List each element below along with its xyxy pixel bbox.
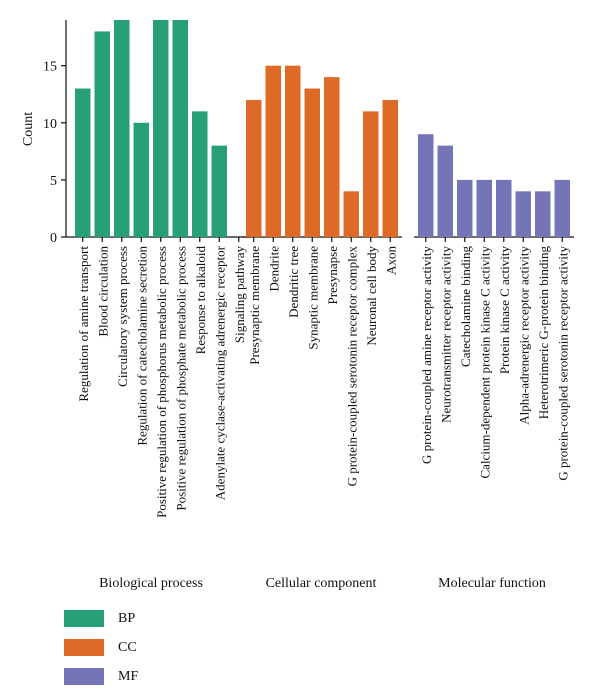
- legend-item-bp: BP: [64, 610, 204, 634]
- x-tick-label: Calcium-dependent protein kinase C activ…: [477, 246, 492, 479]
- x-tick-label: Presynapse: [325, 246, 340, 305]
- bar: [265, 65, 281, 238]
- bar: [515, 191, 531, 237]
- x-tick-label: Dendrite: [266, 246, 281, 292]
- bar: [382, 99, 398, 238]
- y-tick-label: 5: [50, 174, 57, 189]
- bar: [153, 20, 169, 237]
- x-tick-label: Alpha-adrenergic receptor activity: [516, 246, 531, 425]
- bar: [324, 77, 340, 238]
- bar: [94, 31, 110, 238]
- y-tick-label: 10: [43, 117, 57, 132]
- bar: [418, 134, 434, 237]
- x-tick-label: G protein-coupled serotonin receptor com…: [344, 246, 359, 487]
- group-labels: Biological process Cellular component Mole…: [99, 576, 546, 591]
- legend-label-mf: MF: [118, 669, 139, 684]
- x-tick-labels: Regulation of amine transport Blood circu…: [76, 245, 571, 518]
- bar: [304, 88, 320, 238]
- bar: [172, 20, 188, 237]
- bar: [114, 20, 130, 237]
- x-tick-label: Dendritic tree: [286, 246, 301, 318]
- bar: [535, 191, 551, 237]
- legend-swatch-mf: [64, 668, 104, 685]
- x-tick-label: Signaling pathway: [232, 246, 247, 344]
- legend-swatch-cc: [64, 639, 104, 656]
- x-tick-label: Positive regulation of phosphorus metabo…: [154, 246, 169, 518]
- group-label: Molecular function: [438, 576, 546, 591]
- bar: [343, 191, 359, 237]
- x-tick-label: Presynaptic membrane: [247, 246, 262, 365]
- x-tick-label: Heterotrimeric G-protein binding: [536, 246, 551, 420]
- group-label: Cellular component: [266, 576, 377, 591]
- legend-label-cc: CC: [118, 640, 137, 655]
- y-axis: 0 5 10 15: [43, 20, 67, 246]
- x-tick-label: Regulation of amine transport: [76, 246, 91, 402]
- legend-item-mf: MF: [64, 668, 204, 692]
- x-tick-label: Synaptic membrane: [305, 246, 320, 350]
- legend-label-bp: BP: [118, 611, 136, 626]
- x-tick-label: Axon: [383, 246, 398, 275]
- bar: [192, 111, 208, 237]
- bar: [437, 145, 453, 237]
- x-tick-label: G protein-coupled serotonin receptor act…: [555, 246, 570, 481]
- x-tick-label: Blood circulation: [95, 246, 110, 337]
- bar: [457, 179, 473, 237]
- y-tick-label: 15: [43, 60, 57, 75]
- bar: [75, 88, 91, 238]
- x-tick-label: Adenylate cyclase-activating adrenergic …: [212, 245, 227, 500]
- x-tick-label: Protein kinase C activity: [497, 246, 512, 375]
- x-tick-label: Neurotransmitter receptor activity: [438, 246, 453, 423]
- bar: [496, 179, 512, 237]
- legend-swatch-bp: [64, 610, 104, 627]
- x-tick-label: Circulatory system process: [115, 246, 130, 387]
- x-tick-label: G protein-coupled amine receptor activit…: [419, 246, 434, 465]
- bar: [133, 122, 149, 237]
- bars: [66, 20, 574, 242]
- bar: [476, 179, 492, 237]
- y-axis-label: Count: [21, 112, 36, 146]
- y-tick-label: 0: [50, 231, 57, 246]
- x-tick-label: Positive regulation of phosphate metabol…: [173, 246, 188, 511]
- group-label: Biological process: [99, 576, 203, 591]
- bar: [285, 65, 301, 238]
- legend-item-cc: CC: [64, 639, 204, 663]
- x-tick-label: Regulation of catecholamine secretion: [134, 246, 149, 446]
- bar: [246, 99, 262, 238]
- bar: [211, 145, 227, 237]
- x-tick-label: Response to alkaloid: [193, 246, 208, 355]
- bar: [554, 179, 570, 237]
- bar: [363, 111, 379, 237]
- x-tick-label: Neuronal cell body: [364, 246, 379, 346]
- x-tick-label: Catecholamine binding: [458, 246, 473, 367]
